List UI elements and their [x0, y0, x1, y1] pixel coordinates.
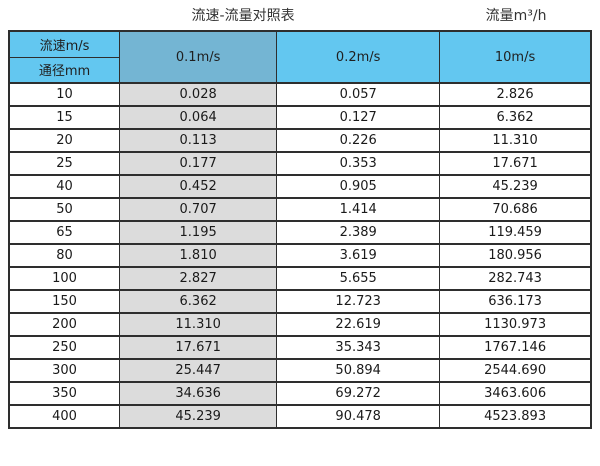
flow-value-cell: 0.127: [276, 105, 441, 130]
column-header-speed-0.1: 0.1m/s: [119, 30, 278, 84]
table-row: 10 0.028 0.057 2.826: [8, 82, 592, 107]
flow-value-cell: 0.028: [119, 82, 278, 107]
flow-value-cell: 6.362: [119, 289, 278, 314]
flow-value-cell: 0.226: [276, 128, 441, 153]
table-row: 100 2.827 5.655 282.743: [8, 266, 592, 291]
flow-value-cell: 35.343: [276, 335, 441, 360]
flow-table-body: 10 0.028 0.057 2.826 15 0.064 0.127 6.362 20 0.11…: [8, 82, 592, 429]
diameter-cell: 65: [8, 220, 121, 245]
flow-value-cell: 1.810: [119, 243, 278, 268]
table-row: 250 17.671 35.343 1767.146: [8, 335, 592, 360]
flow-value-cell: 3463.606: [439, 381, 592, 406]
column-header-speed-10: 10m/s: [439, 30, 592, 84]
flow-value-cell: 282.743: [439, 266, 592, 291]
flow-value-cell: 119.459: [439, 220, 592, 245]
flow-value-cell: 1.195: [119, 220, 278, 245]
flow-table: 流速m/s 0.1m/s 0.2m/s 10m/s 通径mm 10 0.028 0.…: [8, 30, 592, 429]
flow-value-cell: 2544.690: [439, 358, 592, 383]
header-row-top: 流速m/s 0.1m/s 0.2m/s 10m/s: [8, 30, 592, 84]
table-row: 80 1.810 3.619 180.956: [8, 243, 592, 268]
flow-value-cell: 0.057: [276, 82, 441, 107]
table-row: 15 0.064 0.127 6.362: [8, 105, 592, 130]
table-row: 350 34.636 69.272 3463.606: [8, 381, 592, 406]
flow-value-cell: 3.619: [276, 243, 441, 268]
diameter-cell: 40: [8, 174, 121, 199]
flow-table-header: 流速m/s 0.1m/s 0.2m/s 10m/s 通径mm: [8, 30, 592, 84]
table-row: 300 25.447 50.894 2544.690: [8, 358, 592, 383]
diameter-cell: 100: [8, 266, 121, 291]
header-row-bottom: 通径mm: [8, 56, 591, 84]
flow-value-cell: 22.619: [276, 312, 441, 337]
flow-value-cell: 70.686: [439, 197, 592, 222]
table-row: 150 6.362 12.723 636.173: [8, 289, 592, 314]
flow-value-cell: 0.177: [119, 151, 278, 176]
flow-value-cell: 12.723: [276, 289, 441, 314]
flow-value-cell: 4523.893: [439, 404, 592, 429]
corner-cell-velocity: 流速m/s: [8, 30, 121, 58]
diameter-cell: 50: [8, 197, 121, 222]
flow-value-cell: 0.452: [119, 174, 278, 199]
table-row: 200 11.310 22.619 1130.973: [8, 312, 592, 337]
flow-value-cell: 90.478: [276, 404, 441, 429]
flow-value-cell: 25.447: [119, 358, 278, 383]
flow-value-cell: 45.239: [439, 174, 592, 199]
diameter-cell: 350: [8, 381, 121, 406]
table-row: 40 0.452 0.905 45.239: [8, 174, 592, 199]
table-row: 65 1.195 2.389 119.459: [8, 220, 592, 245]
diameter-cell: 80: [8, 243, 121, 268]
diameter-cell: 200: [8, 312, 121, 337]
table-row: 50 0.707 1.414 70.686: [8, 197, 592, 222]
flow-value-cell: 1130.973: [439, 312, 592, 337]
table-row: 20 0.113 0.226 11.310: [8, 128, 592, 153]
flow-value-cell: 0.113: [119, 128, 278, 153]
diameter-cell: 400: [8, 404, 121, 429]
flow-unit-label: 流量m³/h: [485, 8, 547, 24]
flow-value-cell: 6.362: [439, 105, 592, 130]
diameter-cell: 10: [8, 82, 121, 107]
flow-value-cell: 1.414: [276, 197, 441, 222]
diameter-cell: 15: [8, 105, 121, 130]
flow-value-cell: 17.671: [439, 151, 592, 176]
column-header-speed-0.2: 0.2m/s: [276, 30, 441, 84]
flow-value-cell: 0.064: [119, 105, 278, 130]
flow-value-cell: 1767.146: [439, 335, 592, 360]
diameter-cell: 250: [8, 335, 121, 360]
flow-value-cell: 0.905: [276, 174, 441, 199]
diameter-cell: 20: [8, 128, 121, 153]
flow-value-cell: 5.655: [276, 266, 441, 291]
flow-value-cell: 636.173: [439, 289, 592, 314]
diameter-cell: 300: [8, 358, 121, 383]
page-title: 流速-流量对照表: [191, 8, 295, 24]
table-row: 400 45.239 90.478 4523.893: [8, 404, 592, 429]
corner-cell-diameter: 通径mm: [8, 56, 121, 84]
flow-value-cell: 2.389: [276, 220, 441, 245]
table-row: 25 0.177 0.353 17.671: [8, 151, 592, 176]
flow-value-cell: 2.826: [439, 82, 592, 107]
flow-value-cell: 17.671: [119, 335, 278, 360]
flow-value-cell: 50.894: [276, 358, 441, 383]
flow-value-cell: 69.272: [276, 381, 441, 406]
flow-value-cell: 0.707: [119, 197, 278, 222]
diameter-cell: 150: [8, 289, 121, 314]
flow-value-cell: 180.956: [439, 243, 592, 268]
flow-value-cell: 11.310: [119, 312, 278, 337]
diameter-cell: 25: [8, 151, 121, 176]
flow-value-cell: 2.827: [119, 266, 278, 291]
flow-value-cell: 0.353: [276, 151, 441, 176]
top-header: 流速-流量对照表 流量m³/h: [8, 0, 592, 30]
flow-value-cell: 45.239: [119, 404, 278, 429]
flow-value-cell: 34.636: [119, 381, 278, 406]
flow-value-cell: 11.310: [439, 128, 592, 153]
